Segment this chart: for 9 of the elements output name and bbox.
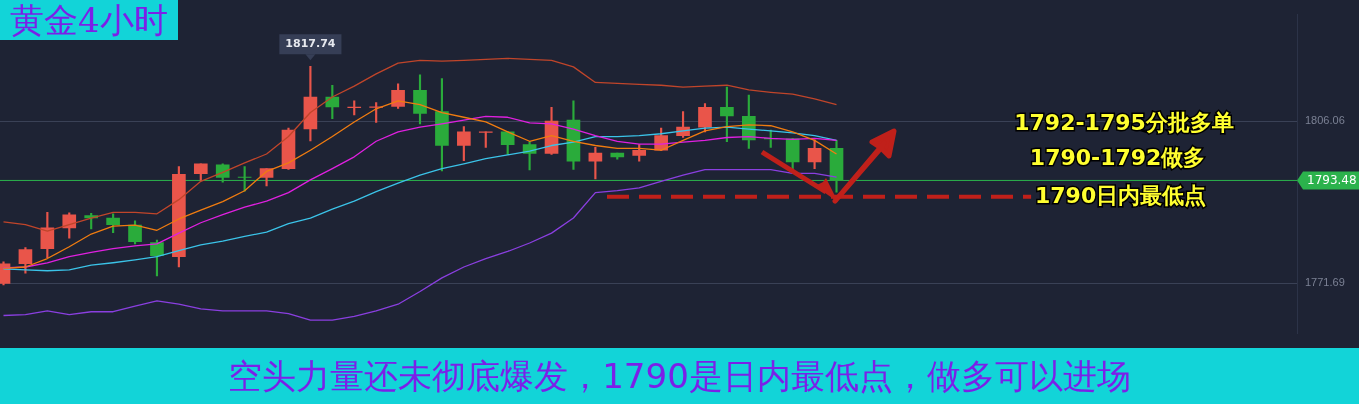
text: 1792-1795分批多单 [1014, 110, 1234, 136]
text: 空头力量还未彻底爆发，1790是日内最低点，做多可以进场 [0, 348, 1359, 404]
chart-title: 黄金4小时 [0, 0, 178, 40]
annotation: 1817.74 [285, 37, 336, 51]
y-tick-label: 1771.69 [1305, 276, 1345, 289]
ref-line-label: 1793.48 [1307, 172, 1357, 187]
text: 1790-1792做多 [1029, 145, 1206, 171]
y-tick-label: 1806.06 [1305, 114, 1345, 127]
ref-line-label: 1790日内最低点 [1035, 182, 1207, 208]
